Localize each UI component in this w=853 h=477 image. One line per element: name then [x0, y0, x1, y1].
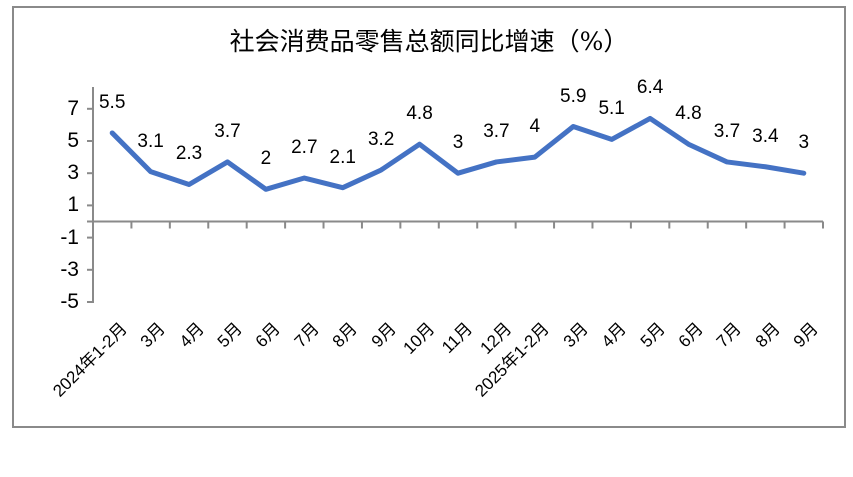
series-line: [109, 115, 807, 192]
data-label: 5.9: [560, 85, 587, 107]
data-label: 3.7: [214, 120, 241, 142]
y-tick-label: -5: [60, 290, 79, 313]
data-label: 3: [798, 132, 810, 154]
data-label: 2.1: [329, 146, 356, 168]
chart-title: 社会消费品零售总额同比增速（%）: [229, 27, 629, 56]
data-label: 5.1: [598, 98, 625, 120]
data-label: 3: [452, 132, 464, 154]
chart-frame: [12, 6, 846, 428]
y-tick-label: 3: [67, 161, 79, 185]
data-label: 3.4: [752, 125, 779, 147]
data-label: 3.2: [367, 128, 395, 150]
data-label: 2: [260, 148, 272, 170]
data-label: 4.8: [675, 103, 702, 125]
data-label: 4: [529, 116, 541, 138]
y-tick-label: -1: [60, 225, 79, 249]
data-label: 6.4: [636, 77, 664, 99]
data-label: 5.5: [98, 91, 126, 113]
data-label: 3.7: [483, 120, 510, 142]
data-label: 2.7: [291, 137, 318, 159]
y-tick-label: 1: [67, 193, 79, 217]
y-tick-label: -3: [60, 257, 79, 281]
data-label: 3.1: [137, 130, 164, 152]
data-label: 3.7: [713, 120, 741, 142]
data-label: 4.8: [406, 103, 433, 125]
data-label: 2.3: [175, 143, 203, 165]
y-tick-label: 7: [67, 96, 79, 120]
y-tick-label: 5: [67, 129, 79, 152]
